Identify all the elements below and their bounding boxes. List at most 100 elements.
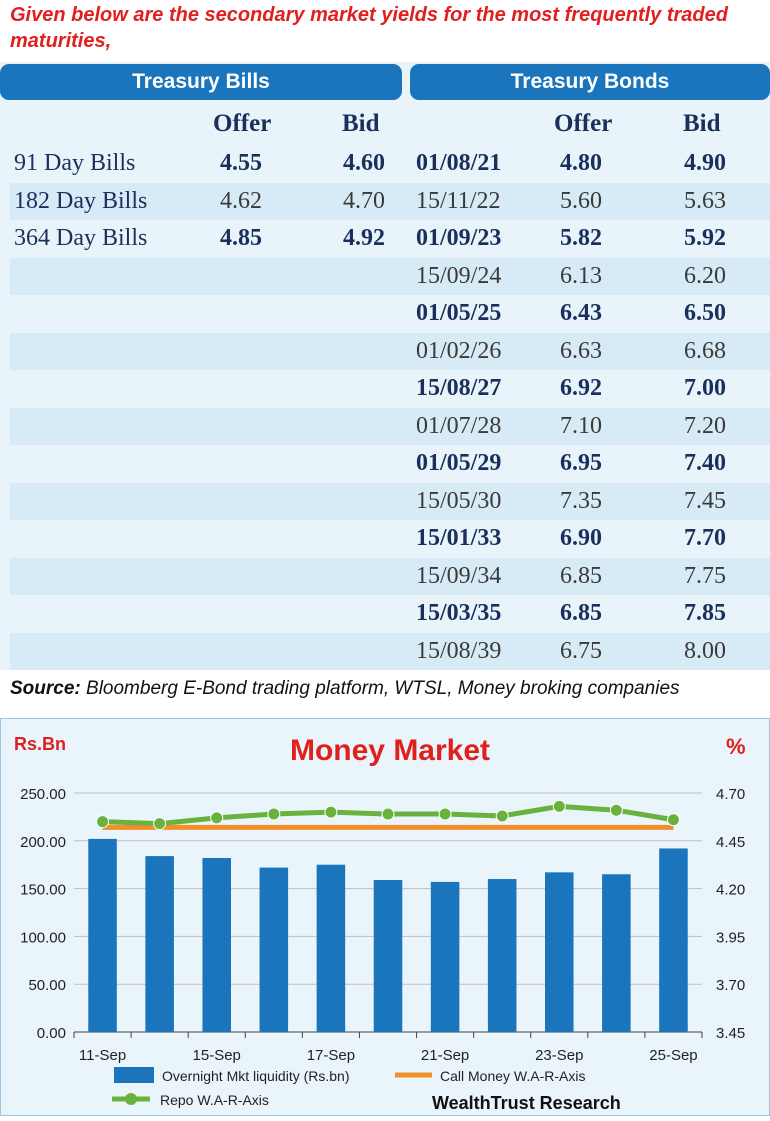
bond-offer: 7.10 <box>560 412 602 439</box>
right-tick-label: 4.70 <box>716 786 745 803</box>
x-tick-label: 11-Sep <box>79 1047 126 1064</box>
repo-point <box>267 807 281 821</box>
bond-maturity: 01/09/23 <box>416 225 502 251</box>
bond-offer: 6.43 <box>560 300 602 326</box>
left-tick-label: 200.00 <box>20 834 66 851</box>
table-row: 91 Day Bills 4.55 4.60 01/08/21 4.80 4.90 <box>10 145 770 182</box>
bond-bid: 6.20 <box>684 262 726 289</box>
bonds-bid-heading: Bid <box>683 110 721 137</box>
table-row: 15/09/34 6.85 7.75 <box>10 557 770 595</box>
bar <box>430 881 460 1032</box>
table-row: 15/08/27 6.92 7.00 <box>10 370 770 407</box>
bond-maturity: 15/05/30 <box>416 487 502 514</box>
bill-bid: 4.60 <box>343 150 385 176</box>
bill-label: 364 Day Bills <box>14 225 148 251</box>
legend-marker-repo <box>125 1093 137 1105</box>
repo-point <box>153 817 167 831</box>
right-tick-label: 3.70 <box>716 977 745 994</box>
bond-bid: 8.00 <box>684 637 726 664</box>
money-market-chart: Money Market Rs.Bn% 250.00 4.70 200.00 4.45 15… <box>0 718 770 1116</box>
bond-bid: 5.92 <box>684 225 726 251</box>
bond-maturity: 01/08/21 <box>416 150 502 176</box>
repo-point <box>96 815 110 829</box>
table-row: 15/03/35 6.85 7.85 <box>10 595 770 632</box>
bond-offer: 6.92 <box>560 375 602 401</box>
treasury-bonds-header: Treasury Bonds <box>410 64 770 100</box>
bar <box>659 848 688 1032</box>
right-tick-label: 3.95 <box>716 929 745 946</box>
money-market-chart-svg: Money Market Rs.Bn % 250.00 4.70 200.00 4.45 15… <box>0 718 770 1116</box>
bar <box>545 872 574 1032</box>
bond-offer: 4.80 <box>560 150 602 176</box>
table-row: 01/02/26 6.63 6.68 <box>10 332 770 370</box>
table-row: 15/09/24 6.13 6.20 <box>10 257 770 295</box>
bond-maturity: 15/09/24 <box>416 262 502 289</box>
bond-bid: 7.85 <box>684 600 726 626</box>
bond-offer: 6.95 <box>560 450 602 476</box>
source-line: Source: Bloomberg E-Bond trading platfor… <box>10 678 680 700</box>
bill-bid: 4.70 <box>343 187 385 214</box>
right-tick-label: 4.20 <box>716 882 745 899</box>
bond-bid: 7.45 <box>684 487 726 514</box>
x-tick-label: 25-Sep <box>649 1047 697 1064</box>
repo-point <box>324 805 338 819</box>
bond-offer: 6.85 <box>560 562 602 589</box>
left-tick-label: 250.00 <box>20 786 66 803</box>
bond-maturity: 01/05/29 <box>416 450 502 476</box>
bond-maturity: 01/07/28 <box>416 412 502 439</box>
table-row: 364 Day Bills 4.85 4.92 01/09/23 5.82 5.92 <box>10 220 770 257</box>
left-tick-label: 0.00 <box>37 1025 66 1042</box>
bar <box>259 867 289 1032</box>
bond-maturity: 15/08/27 <box>416 375 502 401</box>
bond-offer: 6.85 <box>560 600 602 626</box>
table-row: 15/08/39 6.75 8.00 <box>10 632 770 670</box>
bills-offer-heading: Offer <box>213 110 272 137</box>
repo-point <box>552 799 566 813</box>
legend-label-call-money: Call Money W.A-R-Axis <box>440 1068 585 1084</box>
repo-point <box>495 809 509 823</box>
bond-maturity: 15/01/33 <box>416 525 502 551</box>
repo-point <box>438 807 452 821</box>
bond-offer: 6.75 <box>560 637 602 664</box>
bond-bid: 7.20 <box>684 412 726 439</box>
legend-label-liquidity: Overnight Mkt liquidity (Rs.bn) <box>162 1068 350 1084</box>
table-row: 01/05/25 6.43 6.50 <box>10 295 770 332</box>
bar <box>202 858 231 1032</box>
intro-text: Given below are the secondary market yie… <box>10 4 728 52</box>
bond-bid: 5.63 <box>684 187 726 214</box>
bond-bid: 7.40 <box>684 450 726 476</box>
right-axis-label: % <box>726 734 746 759</box>
x-tick-label: 15-Sep <box>193 1047 241 1064</box>
bill-bid: 4.92 <box>343 225 385 251</box>
bar <box>145 856 174 1032</box>
bond-offer: 6.90 <box>560 525 602 551</box>
chart-credit: WealthTrust Research <box>432 1093 621 1113</box>
table-row: 15/05/30 7.35 7.45 <box>10 482 770 520</box>
bond-maturity: 15/08/39 <box>416 637 502 664</box>
chart-title: Money Market <box>290 734 490 767</box>
x-tick-label: 17-Sep <box>307 1047 355 1064</box>
right-tick-label: 3.45 <box>716 1025 745 1042</box>
bond-bid: 7.70 <box>684 525 726 551</box>
table-row: 15/01/33 6.90 7.70 <box>10 520 770 557</box>
source-text: Bloomberg E-Bond trading platform, WTSL,… <box>86 678 680 699</box>
legend-swatch-liquidity <box>114 1067 154 1083</box>
bonds-offer-heading: Offer <box>554 110 613 137</box>
bond-offer: 6.13 <box>560 262 602 289</box>
bill-offer: 4.85 <box>220 225 262 251</box>
bond-maturity: 15/09/34 <box>416 562 502 589</box>
bond-offer: 6.63 <box>560 337 602 364</box>
table-row: 01/07/28 7.10 7.20 <box>10 407 770 445</box>
table-row: 01/05/29 6.95 7.40 <box>10 445 770 482</box>
right-tick-label: 4.45 <box>716 834 745 851</box>
source-label: Source: <box>10 678 81 699</box>
bond-bid: 6.68 <box>684 337 726 364</box>
table-row: 182 Day Bills 4.62 4.70 15/11/22 5.60 5.63 <box>10 182 770 220</box>
bond-maturity: 01/05/25 <box>416 300 502 326</box>
bond-offer: 5.82 <box>560 225 602 251</box>
bar <box>373 879 403 1032</box>
left-axis-label: Rs.Bn <box>14 734 66 754</box>
bond-bid: 4.90 <box>684 150 726 176</box>
x-tick-label: 21-Sep <box>421 1047 469 1064</box>
bill-label: 91 Day Bills <box>14 150 136 176</box>
